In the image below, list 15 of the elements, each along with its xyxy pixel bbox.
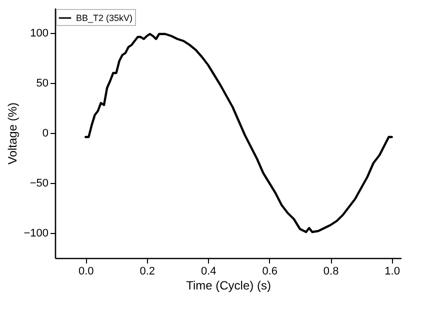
x-tick-label: 0.2 [140,266,156,278]
x-tick-label: 0.0 [78,266,94,278]
y-tick-label: 0 [42,128,48,140]
y-tick-label: −100 [24,228,48,240]
x-tick-label: 0.8 [323,266,339,278]
legend-label: BB_T2 (35kV) [76,13,133,23]
y-tick-label: 100 [30,28,48,40]
x-tick-label: 1.0 [384,266,400,278]
y-axis-title: Voltage (%) [6,102,20,165]
line-series [84,32,393,234]
x-tick-label: 0.4 [200,266,216,278]
x-tick-label: 0.6 [262,266,278,278]
y-tick-label: −50 [30,178,48,190]
y-tick-label: 50 [36,78,48,90]
x-axis-title: Time (Cycle) (s) [186,278,271,292]
